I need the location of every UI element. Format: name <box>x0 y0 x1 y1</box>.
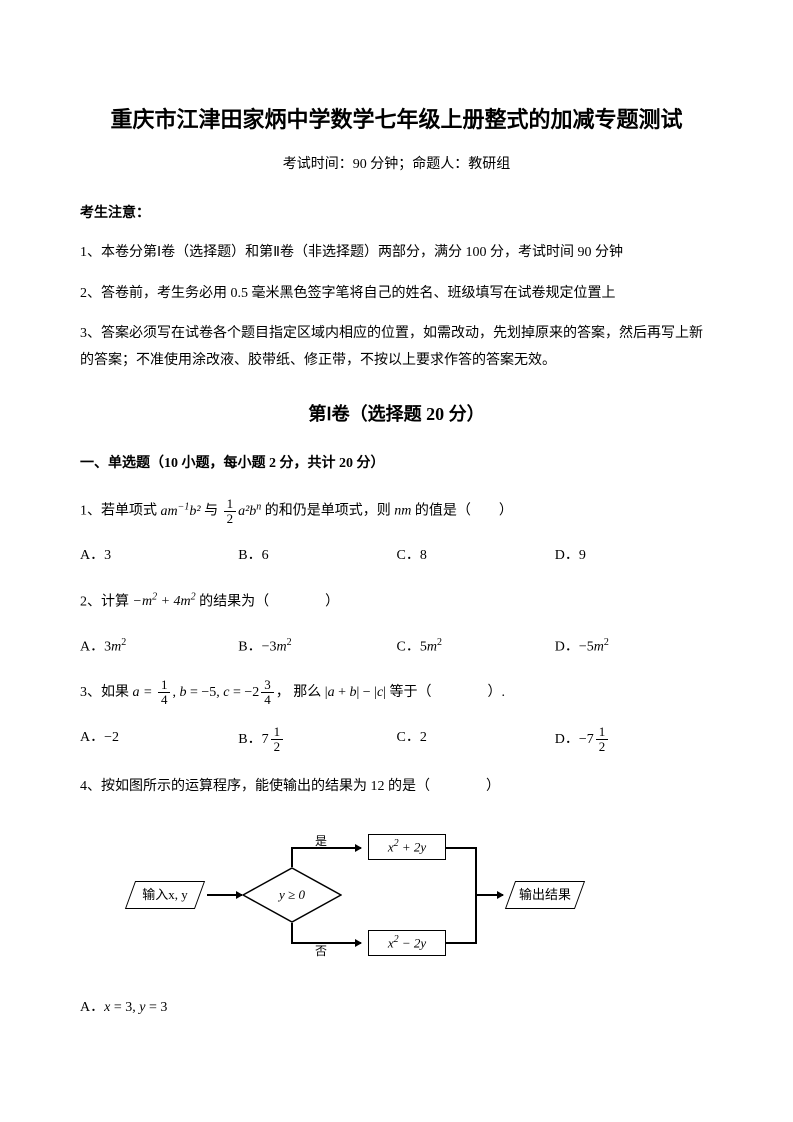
option-b: B．−3m2 <box>238 634 396 660</box>
notice-item: 3、答案必须写在试卷各个题目指定区域内相应的位置，如需改动，先划掉原来的答案，然… <box>80 321 713 374</box>
option-b: B．712 <box>238 725 396 755</box>
flowchart-bottom-box: x2 − 2y <box>368 930 446 956</box>
q3-mid: ， 那么 <box>276 685 325 700</box>
flowchart-output-label: 输出结果 <box>519 883 571 906</box>
flowchart-line <box>475 895 477 944</box>
q4-option-a: A．x = 3, y = 3 <box>80 993 713 1024</box>
question-1: 1、若单项式 am−1b² 与 12a²bn 的和仍是单项式，则 nm 的值是（… <box>80 496 713 527</box>
option-c: C．8 <box>397 543 555 568</box>
exam-title: 重庆市江津田家炳中学数学七年级上册整式的加减专题测试 <box>80 100 713 140</box>
flowchart-output: 输出结果 <box>510 881 580 909</box>
q1-nm: nm <box>394 504 411 519</box>
q1-expr1: am−1b² <box>161 504 201 519</box>
flowchart-no-label: 否 <box>315 941 327 963</box>
q1-suffix: 的值是（ ） <box>411 504 513 519</box>
flowchart-arrow <box>475 894 503 896</box>
option-c: C．5m2 <box>397 634 555 660</box>
flowchart-top-box: x2 + 2y <box>368 834 446 860</box>
q1-expr2: a²bn <box>238 504 261 519</box>
fraction: 12 <box>224 497 237 527</box>
option-a: A．3 <box>80 543 238 568</box>
q3-options: A．−2 B．712 C．2 D．−712 <box>80 725 713 755</box>
fraction: 34 <box>261 678 274 708</box>
flowchart-line <box>475 847 477 895</box>
q3-prefix: 3、如果 <box>80 685 133 700</box>
flowchart-cond-label: y ≥ 0 <box>279 883 305 906</box>
q2-suffix: 的结果为（ ） <box>196 594 340 609</box>
flowchart-yes-label: 是 <box>315 831 327 853</box>
option-b: B．6 <box>238 543 396 568</box>
q1-prefix: 1、若单项式 <box>80 504 161 519</box>
flowchart: 输入x, y y ≥ 0 是 否 x2 + 2y x2 − 2y 输出结果 <box>120 823 600 973</box>
option-c: C．2 <box>397 725 555 755</box>
option-a: A．−2 <box>80 725 238 755</box>
question-2: 2、计算 −m2 + 4m2 的结果为（ ） <box>80 587 713 618</box>
notice-item: 1、本卷分第Ⅰ卷（选择题）和第Ⅱ卷（非选择题）两部分，满分 100 分，考试时间… <box>80 240 713 267</box>
flowchart-input-label: 输入x, y <box>142 883 188 906</box>
option-a: A．3m2 <box>80 634 238 660</box>
question-4: 4、按如图所示的运算程序，能使输出的结果为 12 的是（ ） <box>80 772 713 803</box>
flowchart-line <box>446 847 476 849</box>
exam-subtitle: 考试时间：90 分钟；命题人：教研组 <box>80 152 713 177</box>
q2-options: A．3m2 B．−3m2 C．5m2 D．−5m2 <box>80 634 713 660</box>
q2-prefix: 2、计算 <box>80 594 133 609</box>
option-d: D．−5m2 <box>555 634 713 660</box>
q2-expr: −m2 + 4m2 <box>133 594 196 609</box>
fraction: 14 <box>158 678 171 708</box>
flowchart-input: 输入x, y <box>130 881 200 909</box>
flowchart-arrow <box>207 894 242 896</box>
subsection-header: 一、单选题（10 小题，每小题 2 分，共计 20 分） <box>80 451 713 476</box>
option-d: D．9 <box>555 543 713 568</box>
option-d: D．−712 <box>555 725 713 755</box>
flowchart-line <box>291 847 293 867</box>
q3-expr1: a = <box>133 685 156 700</box>
flowchart-arrow <box>291 847 361 849</box>
flowchart-top-expr: x2 + 2y <box>388 835 426 859</box>
q1-options: A．3 B．6 C．8 D．9 <box>80 543 713 568</box>
flowchart-line <box>446 942 476 944</box>
flowchart-line <box>291 923 293 943</box>
notice-header: 考生注意： <box>80 201 713 226</box>
flowchart-arrow <box>291 942 361 944</box>
q3-suffix: 等于（ ）. <box>386 685 505 700</box>
notice-item: 2、答卷前，考生务必用 0.5 毫米黑色签字笔将自己的姓名、班级填写在试卷规定位… <box>80 281 713 308</box>
section-header: 第Ⅰ卷（选择题 20 分） <box>80 398 713 430</box>
flowchart-bottom-expr: x2 − 2y <box>388 931 426 955</box>
flowchart-decision: y ≥ 0 <box>242 867 342 923</box>
question-3: 3、如果 a = 14, b = −5, c = −234， 那么 |a + b… <box>80 678 713 709</box>
q1-mid: 的和仍是单项式，则 <box>261 504 394 519</box>
